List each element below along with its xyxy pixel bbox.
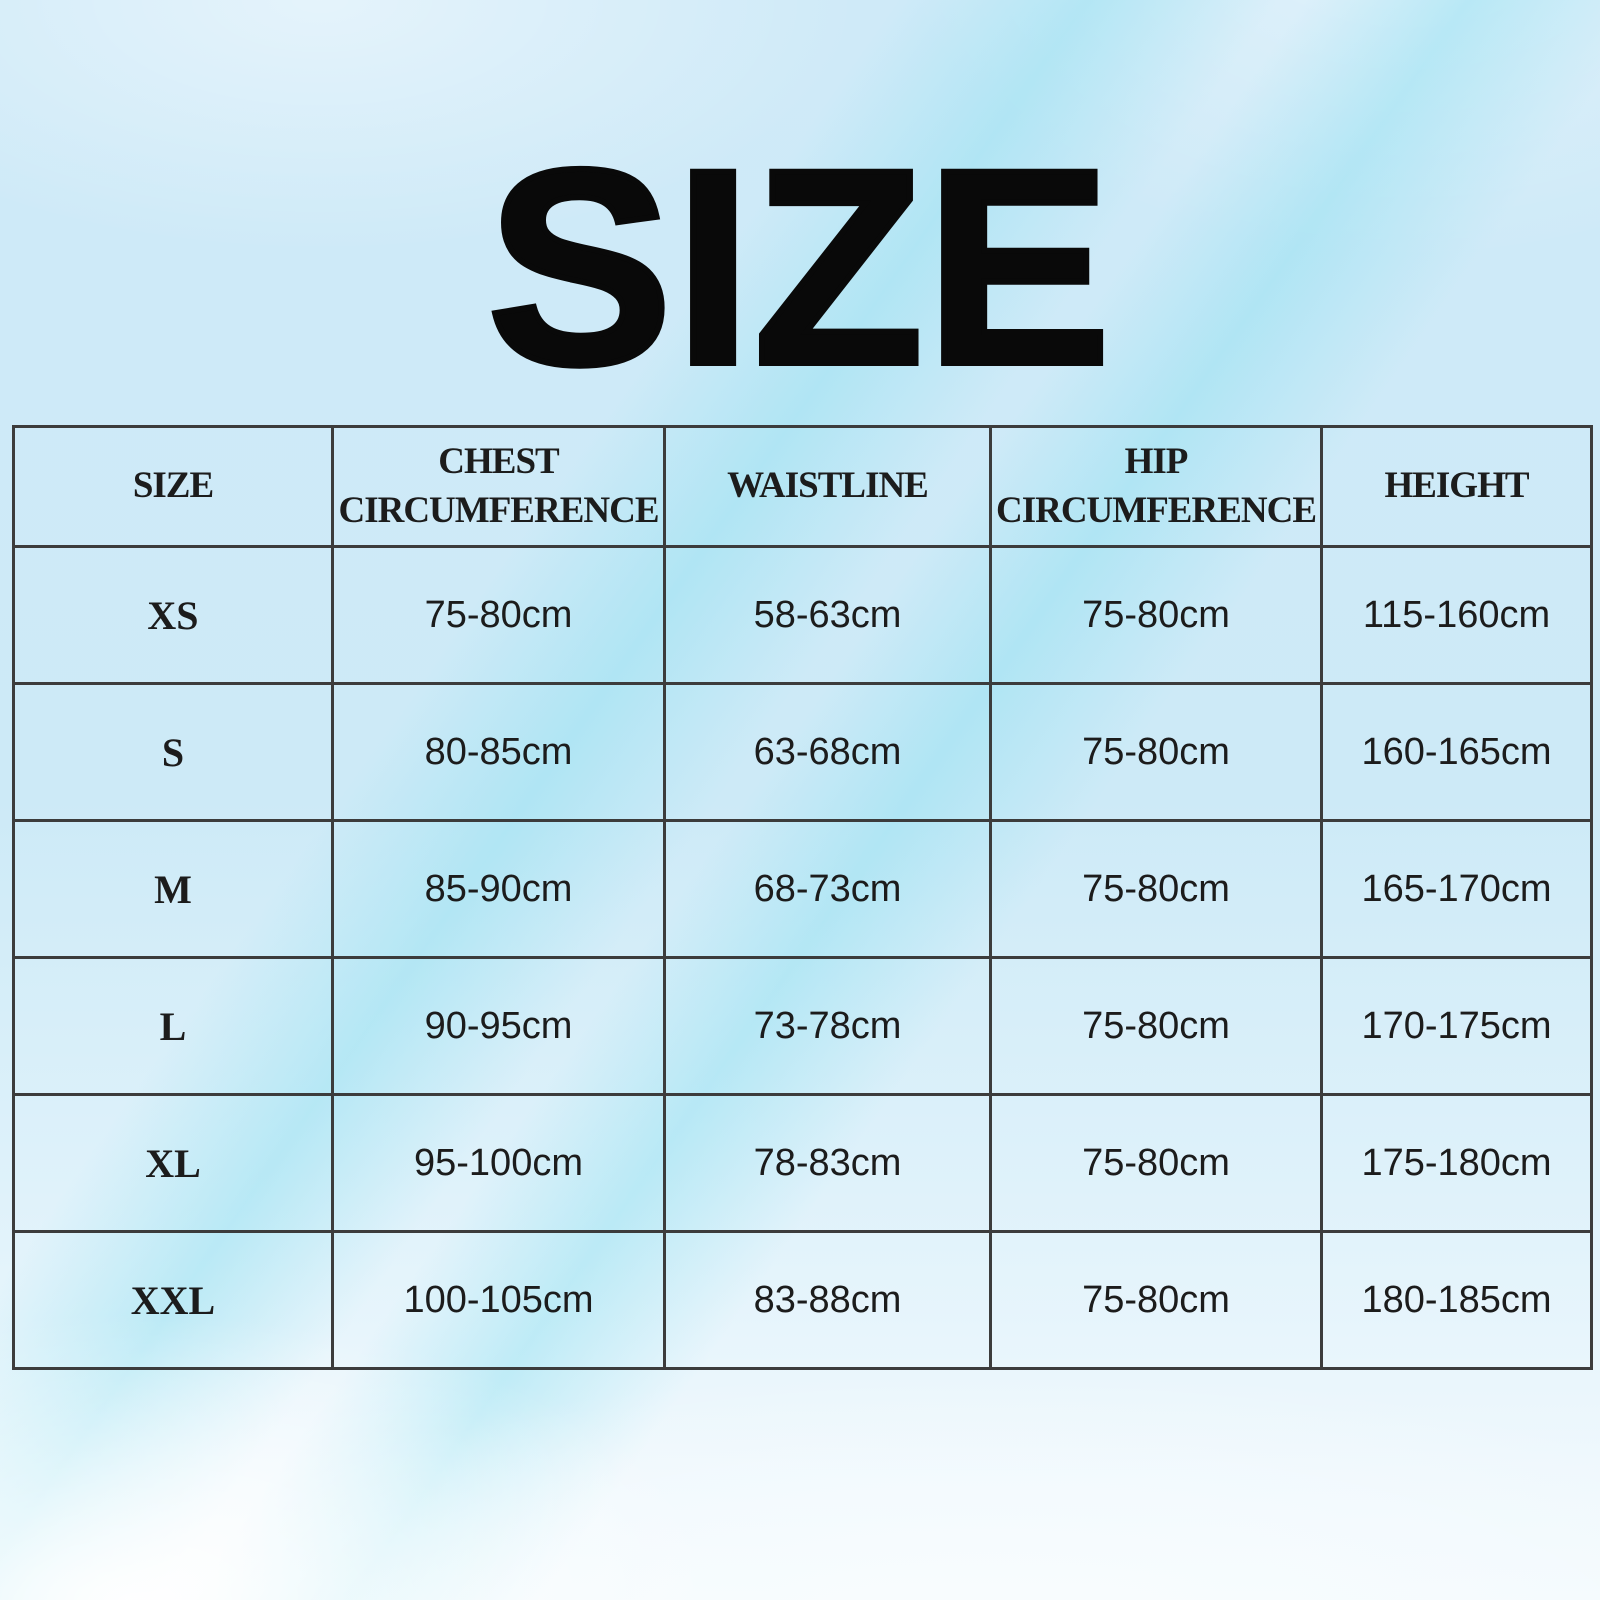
hip-cell: 75-80cm xyxy=(989,545,1323,685)
chest-cell: 90-95cm xyxy=(331,956,666,1096)
size-cell: XS xyxy=(12,545,334,685)
waist-cell: 83-88cm xyxy=(663,1230,992,1370)
table-row: XXL 100-105cm 83-88cm 75-80cm 180-185cm xyxy=(12,1230,1593,1370)
height-cell: 175-180cm xyxy=(1320,1093,1593,1233)
header-size: SIZE xyxy=(12,425,334,548)
size-cell: XXL xyxy=(12,1230,334,1370)
header-height: HEIGHT xyxy=(1320,425,1593,548)
height-cell: 180-185cm xyxy=(1320,1230,1593,1370)
waist-cell: 78-83cm xyxy=(663,1093,992,1233)
table-row: XL 95-100cm 78-83cm 75-80cm 175-180cm xyxy=(12,1093,1593,1233)
header-hip-circumference: HIP CIRCUMFERENCE xyxy=(989,425,1323,548)
waist-cell: 73-78cm xyxy=(663,956,992,1096)
height-cell: 160-165cm xyxy=(1320,682,1593,822)
size-cell: XL xyxy=(12,1093,334,1233)
size-table: SIZE CHEST CIRCUMFERENCE WAISTLINE HIP C… xyxy=(12,425,1593,1370)
table-row: S 80-85cm 63-68cm 75-80cm 160-165cm xyxy=(12,682,1593,822)
chest-cell: 95-100cm xyxy=(331,1093,666,1233)
waist-cell: 58-63cm xyxy=(663,545,992,685)
table-row: M 85-90cm 68-73cm 75-80cm 165-170cm xyxy=(12,819,1593,959)
table-row: XS 75-80cm 58-63cm 75-80cm 115-160cm xyxy=(12,545,1593,685)
page-title: SIZE xyxy=(484,111,1114,422)
table-header-row: SIZE CHEST CIRCUMFERENCE WAISTLINE HIP C… xyxy=(12,425,1593,548)
chest-cell: 100-105cm xyxy=(331,1230,666,1370)
hip-cell: 75-80cm xyxy=(989,682,1323,822)
size-cell: S xyxy=(12,682,334,822)
hip-cell: 75-80cm xyxy=(989,819,1323,959)
chest-cell: 75-80cm xyxy=(331,545,666,685)
header-chest-circumference: CHEST CIRCUMFERENCE xyxy=(331,425,666,548)
hip-cell: 75-80cm xyxy=(989,1230,1323,1370)
hip-cell: 75-80cm xyxy=(989,1093,1323,1233)
size-cell: L xyxy=(12,956,334,1096)
chest-cell: 80-85cm xyxy=(331,682,666,822)
header-waistline: WAISTLINE xyxy=(663,425,992,548)
size-cell: M xyxy=(12,819,334,959)
waist-cell: 63-68cm xyxy=(663,682,992,822)
waist-cell: 68-73cm xyxy=(663,819,992,959)
hip-cell: 75-80cm xyxy=(989,956,1323,1096)
table-row: L 90-95cm 73-78cm 75-80cm 170-175cm xyxy=(12,956,1593,1096)
height-cell: 115-160cm xyxy=(1320,545,1593,685)
chest-cell: 85-90cm xyxy=(331,819,666,959)
height-cell: 165-170cm xyxy=(1320,819,1593,959)
height-cell: 170-175cm xyxy=(1320,956,1593,1096)
